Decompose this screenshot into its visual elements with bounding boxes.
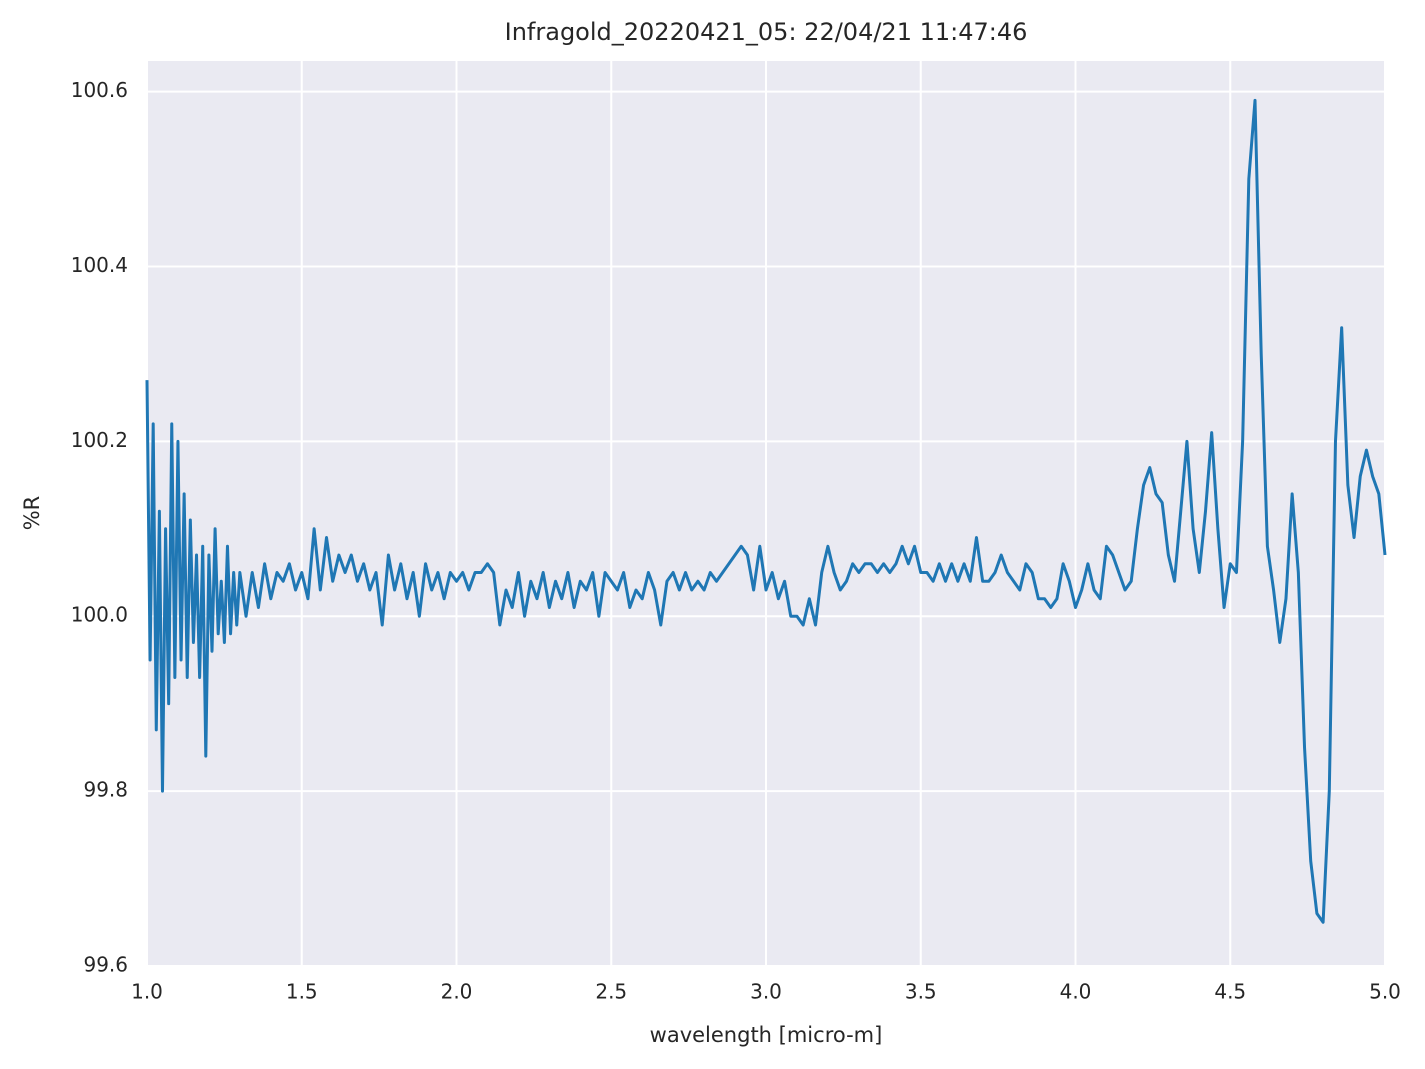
data-line bbox=[145, 98, 1387, 924]
x-tick-label: 5.0 bbox=[1369, 980, 1401, 1004]
y-axis-label: %R bbox=[20, 496, 44, 531]
x-tick-label: 4.5 bbox=[1214, 980, 1246, 1004]
x-tick-label: 4.0 bbox=[1060, 980, 1092, 1004]
y-tick-label: 100.0 bbox=[71, 603, 128, 627]
y-tick-label: 99.8 bbox=[83, 778, 128, 802]
y-tick-label: 100.4 bbox=[71, 253, 128, 277]
x-tick-label: 3.5 bbox=[905, 980, 937, 1004]
y-tick-label: 100.2 bbox=[71, 428, 128, 452]
y-tick-label: 100.6 bbox=[71, 78, 128, 102]
x-tick-label: 1.5 bbox=[286, 980, 318, 1004]
x-tick-label: 2.5 bbox=[595, 980, 627, 1004]
x-axis-label: wavelength [micro-m] bbox=[650, 1023, 883, 1047]
x-tick-label: 2.0 bbox=[441, 980, 473, 1004]
y-tick-label: 99.6 bbox=[83, 953, 128, 977]
chart-title: Infragold_20220421_05: 22/04/21 11:47:46 bbox=[505, 18, 1028, 46]
x-tick-label: 1.0 bbox=[131, 980, 163, 1004]
x-tick-label: 3.0 bbox=[750, 980, 782, 1004]
